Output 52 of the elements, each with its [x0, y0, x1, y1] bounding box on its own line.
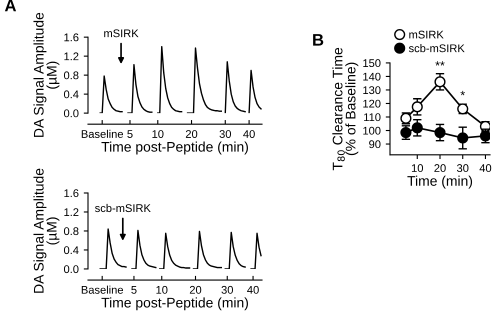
- x-tick-label: 40: [243, 130, 255, 138]
- y-tick-label: 1.6: [64, 189, 78, 198]
- text: B: [313, 34, 324, 46]
- legend-label: mSIRK: [409, 30, 444, 39]
- text: A: [4, 0, 16, 12]
- y-tick-label: 0.4: [64, 246, 79, 254]
- y-tick-label: 0.0: [64, 265, 79, 274]
- y-tick-label: 1.2: [64, 52, 78, 60]
- annotation: **: [435, 61, 445, 66]
- y-tick-label: 0.4: [64, 90, 79, 98]
- y-tick-label: 140: [363, 72, 381, 81]
- x-axis-title: Time post-Peptide (min): [101, 142, 248, 154]
- y-tick-label: 100: [363, 126, 381, 135]
- x-tick-label: Baseline: [82, 286, 124, 294]
- y-axis-title: DA Signal Amplitude (µM): [33, 12, 60, 137]
- x-tick-label: 5: [127, 130, 133, 138]
- y-tick-label: 0.0: [64, 109, 79, 118]
- annotation: scb-mSIRK: [95, 204, 151, 212]
- y-tick-label: 0.8: [64, 227, 78, 236]
- x-tick-label: 40: [247, 286, 259, 294]
- x-tick-label: 5: [131, 286, 137, 294]
- y-tick-label: 150: [363, 59, 381, 68]
- x-tick-label: 40: [480, 164, 492, 172]
- x-axis-title: Time (min): [407, 176, 472, 189]
- x-tick-label: 30: [456, 164, 468, 172]
- y-tick-label: 90: [369, 140, 381, 148]
- x-axis-title: Time post-Peptide (min): [101, 297, 248, 310]
- point: [412, 101, 423, 112]
- y-tick-label: 1.6: [64, 33, 78, 42]
- x-tick-label: 10: [412, 164, 424, 172]
- y-tick-label: 110: [364, 113, 381, 122]
- point: [457, 132, 468, 144]
- x-tick-label: 30: [222, 286, 234, 294]
- x-tick-label: Baseline: [82, 130, 124, 138]
- legend-label: scb-mSIRK: [408, 44, 465, 52]
- point: [434, 76, 446, 88]
- y-tick-label: 0.8: [64, 71, 78, 80]
- annotation: *: [460, 90, 465, 96]
- x-tick-label: 20: [186, 130, 198, 138]
- x-tick-label: 10: [156, 286, 168, 294]
- x-tick-label: 10: [152, 130, 164, 138]
- annotation: mSIRK: [104, 29, 139, 38]
- y-tick-label: 130: [363, 86, 381, 94]
- y-tick-label: 120: [363, 100, 381, 108]
- y-axis-title: T$_{80}$ Clearance Time (% of Baseline): [332, 48, 358, 170]
- y-tick-label: 1.2: [64, 208, 78, 216]
- point: [412, 122, 423, 134]
- x-tick-label: 20: [434, 164, 446, 172]
- point: [434, 126, 446, 138]
- x-tick-label: 30: [220, 130, 232, 138]
- y-axis-title: DA Signal Amplitude (µM): [33, 168, 60, 293]
- x-tick-label: 20: [190, 286, 202, 294]
